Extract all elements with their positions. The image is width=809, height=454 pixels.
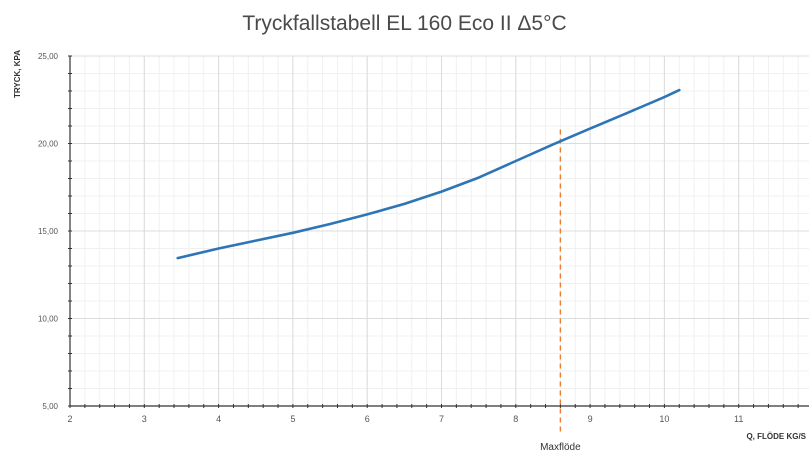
x-tick-label: 2	[67, 414, 72, 424]
maxflode-label: Maxflöde	[540, 442, 581, 453]
chart-title: Tryckfallstabell EL 160 Eco II Δ5°C	[242, 12, 567, 35]
x-tick-label: 11	[734, 414, 743, 424]
y-tick-label: 20,00	[38, 140, 59, 149]
x-tick-label: 7	[439, 414, 444, 424]
x-tick-label: 5	[290, 414, 295, 424]
y-tick-label: 25,00	[38, 52, 59, 61]
y-axis-label: TRYCK, KPA	[13, 50, 22, 98]
y-tick-label: 15,00	[38, 227, 59, 236]
x-tick-label: 9	[588, 414, 593, 424]
x-tick-label: 6	[365, 414, 370, 424]
x-tick-label: 4	[216, 414, 221, 424]
x-tick-label: 10	[659, 414, 669, 424]
x-tick-label: 3	[142, 414, 147, 424]
series-line	[176, 88, 681, 260]
y-tick-label: 5,00	[42, 402, 58, 411]
x-tick-label: 8	[513, 414, 518, 424]
x-axis-label: Q, FLÖDE KG/S	[746, 432, 806, 441]
y-tick-label: 10,00	[38, 315, 59, 324]
